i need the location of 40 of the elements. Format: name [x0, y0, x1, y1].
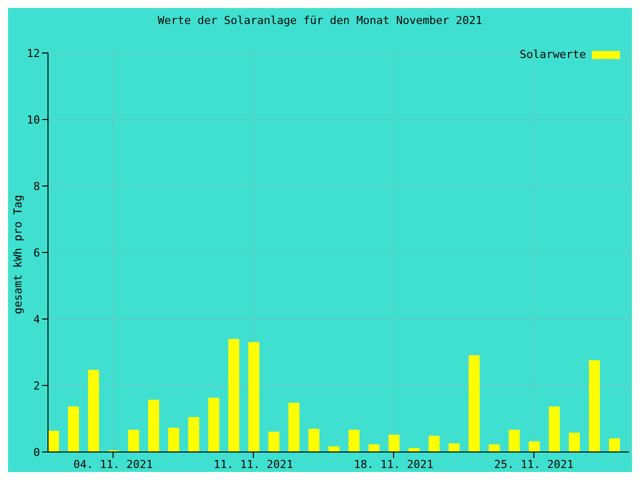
bar [248, 342, 260, 452]
bar [448, 443, 460, 452]
bar [568, 432, 580, 452]
x-tick-label: 18. 11. 2021 [354, 458, 434, 471]
bar [348, 430, 360, 452]
bar [268, 432, 280, 452]
bar [228, 338, 240, 452]
y-tick-label: 10 [26, 113, 40, 126]
bar [48, 430, 59, 452]
x-tick-label: 11. 11. 2021 [214, 458, 294, 471]
bar [428, 436, 440, 452]
y-tick-label: 0 [33, 446, 40, 459]
chart-title: Werte der Solaranlage für den Monat November 2021 [156, 14, 484, 27]
legend-label: Solarwerte [520, 48, 586, 61]
bar [168, 428, 180, 452]
bar [488, 444, 500, 452]
bar [368, 444, 380, 452]
y-tick-label: 12 [26, 46, 40, 60]
bar [88, 370, 100, 452]
bar [128, 430, 140, 452]
bar [148, 400, 160, 452]
y-tick-label: 2 [33, 379, 40, 392]
bar [508, 430, 520, 452]
bar [388, 434, 400, 452]
x-tick-label: 04. 11. 2021 [73, 458, 153, 471]
bar [588, 360, 600, 452]
bar [188, 417, 200, 452]
bar [68, 406, 80, 452]
bar [468, 355, 480, 452]
y-tick-label: 8 [33, 180, 40, 193]
y-tick-label: 6 [33, 246, 40, 260]
bar [288, 402, 300, 452]
bar [608, 438, 620, 452]
bar [208, 398, 220, 452]
bar [548, 406, 560, 452]
bar [308, 428, 320, 452]
y-axis-title: gesamt kWh pro Tag [12, 194, 24, 316]
y-tick-label: 4 [33, 312, 40, 326]
bar [528, 441, 540, 452]
x-tick-label: 25. 11. 2021 [494, 458, 574, 471]
